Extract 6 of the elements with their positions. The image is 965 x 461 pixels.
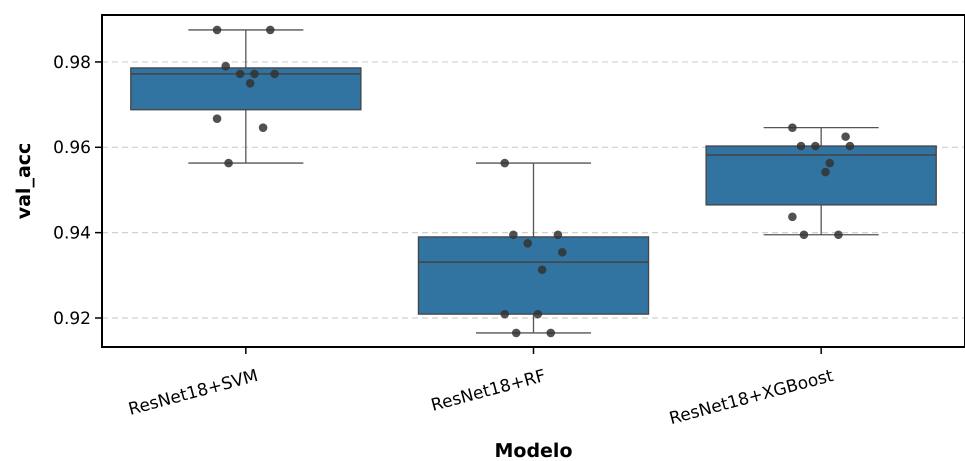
y-axis-title: val_acc [13,142,35,220]
y-tick-label: 0.94 [53,224,91,244]
y-tick-label: 0.98 [53,52,91,73]
x-axis-title: Modelo [494,440,573,461]
y-tick-label: 0.92 [53,308,91,329]
y-tick-label: 0.96 [53,138,91,158]
